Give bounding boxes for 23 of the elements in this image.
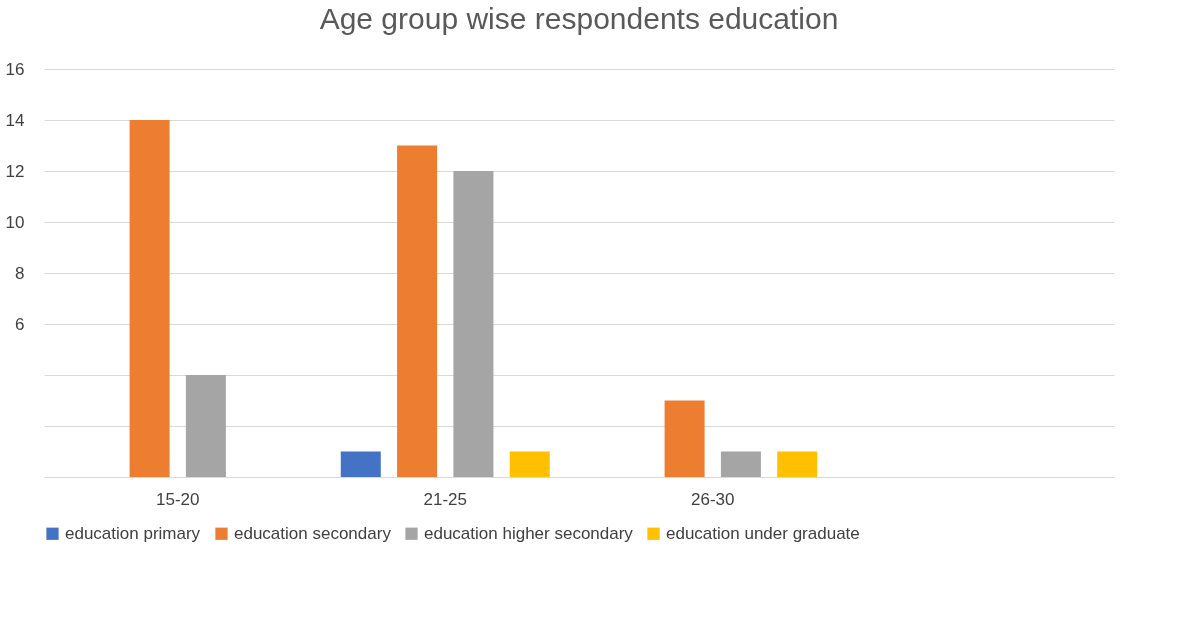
bar [129, 120, 170, 477]
bar [340, 451, 381, 477]
bar [720, 451, 761, 477]
bar [509, 451, 550, 477]
y-tick-label: 10 [5, 212, 25, 232]
y-tick-label: 16 [5, 59, 25, 79]
bar [185, 375, 226, 477]
x-tick-label: 26-30 [691, 489, 735, 509]
bar [453, 171, 494, 477]
legend-label: education higher secondary [424, 523, 634, 543]
y-tick-label: 6 [15, 314, 25, 334]
legend-label: education secondary [234, 523, 392, 543]
x-tick-label: 15-20 [156, 489, 200, 509]
bar [777, 451, 818, 477]
legend-label: education primary [65, 523, 201, 543]
chart-title: Age group wise respondents education [319, 2, 839, 35]
bar [664, 400, 705, 477]
y-tick-label: 8 [15, 263, 25, 283]
y-tick-label: 14 [5, 110, 25, 130]
x-tick-label: 21-25 [423, 489, 467, 509]
bar [397, 145, 438, 477]
legend-label: education under graduate [666, 523, 860, 543]
y-tick-label: 12 [5, 161, 25, 181]
